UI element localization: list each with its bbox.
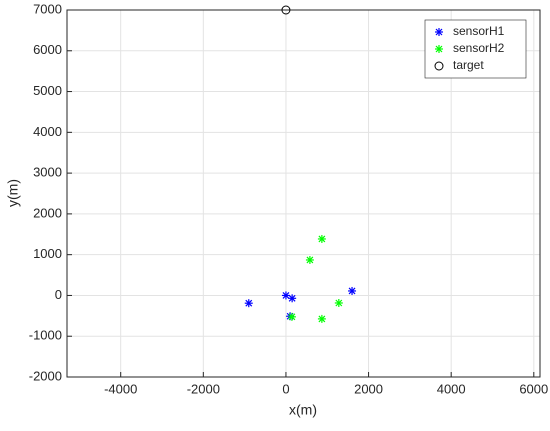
- y-tick-label: 6000: [33, 42, 62, 57]
- x-tick-label: 2000: [354, 381, 383, 396]
- x-tick-label: 0: [282, 381, 289, 396]
- point: [305, 255, 314, 264]
- marker-stroke: [335, 299, 343, 307]
- legend-marker: [434, 61, 444, 71]
- marker-stroke: [306, 256, 314, 264]
- marker-stroke: [348, 287, 356, 295]
- y-tick-label: 4000: [33, 124, 62, 139]
- point: [348, 286, 357, 295]
- y-axis-label: y(m): [5, 179, 21, 207]
- y-tick-label: 5000: [33, 83, 62, 98]
- legend-marker: [435, 28, 443, 36]
- plot-frame: [66, 9, 541, 378]
- marker-stroke: [288, 294, 296, 302]
- y-tick-label: 2000: [33, 205, 62, 220]
- point: [288, 294, 297, 303]
- y-tick-label: 3000: [33, 165, 62, 180]
- legend-label: sensorH1: [453, 24, 505, 38]
- x-tick-label: -4000: [104, 381, 137, 396]
- y-tick-label: 7000: [33, 1, 62, 16]
- point: [281, 5, 291, 15]
- y-tick-label: 1000: [33, 246, 62, 261]
- marker-stroke: [282, 292, 290, 299]
- marker-stroke: [435, 45, 443, 53]
- point: [287, 312, 296, 321]
- y-tick-label: -1000: [29, 328, 62, 343]
- legend-label: target: [453, 58, 484, 72]
- x-tick-label: 4000: [437, 381, 466, 396]
- y-tick-label: 0: [55, 287, 62, 302]
- point: [317, 314, 326, 323]
- point: [244, 299, 253, 308]
- point: [317, 234, 326, 243]
- marker-stroke: [435, 28, 443, 36]
- legend-label: sensorH2: [453, 41, 505, 55]
- point: [334, 298, 343, 307]
- marker-stroke: [318, 315, 326, 323]
- x-tick-label: -2000: [187, 381, 220, 396]
- legend-marker: [435, 45, 443, 53]
- marker-stroke: [318, 235, 326, 243]
- point: [281, 291, 290, 300]
- marker-stroke: [288, 313, 296, 321]
- marker-stroke: [245, 299, 253, 307]
- x-axis-label: x(m): [289, 402, 317, 418]
- y-tick-label: -2000: [29, 368, 62, 383]
- x-tick-label: 6000: [519, 381, 548, 396]
